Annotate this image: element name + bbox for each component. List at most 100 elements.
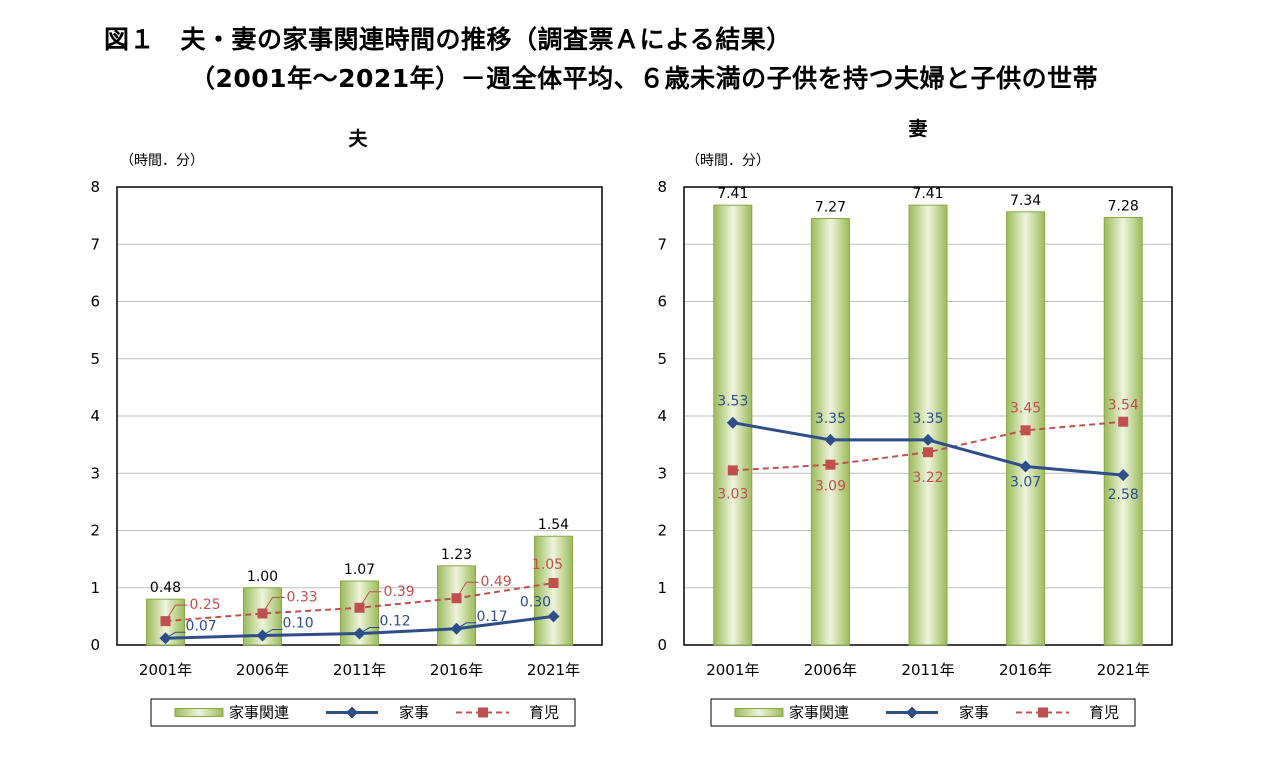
legend-childcare-marker	[1038, 707, 1048, 718]
housework-point	[1117, 469, 1130, 482]
legend-childcare-marker	[478, 707, 488, 718]
childcare-point	[548, 577, 559, 588]
legend: 家事関連 家事 育児	[710, 698, 1136, 727]
childcare-value-label: 0.49	[481, 574, 512, 590]
childcare-point	[923, 447, 933, 458]
legend-label: 家事	[399, 704, 429, 722]
y-tick-label: 4	[90, 407, 100, 425]
x-tick-label: 2006年	[236, 661, 289, 679]
childcare-leader-line	[456, 581, 479, 599]
y-tick-label: 8	[657, 178, 667, 196]
legend-label: 育児	[529, 704, 559, 722]
housework-value-label: 3.53	[717, 394, 748, 410]
bar-value-label: 7.41	[912, 186, 943, 202]
legend-bar-swatch	[174, 708, 224, 717]
y-tick-label: 7	[90, 235, 100, 253]
housework-leader-line	[262, 628, 283, 636]
bar	[1103, 217, 1143, 646]
y-tick-label: 2	[90, 522, 100, 540]
housework-value-label: 2.58	[1108, 487, 1139, 503]
childcare-value-label: 3.03	[717, 486, 748, 502]
housework-point	[824, 433, 837, 446]
bar-value-label: 7.34	[1010, 193, 1041, 209]
legend-bar-swatch	[734, 708, 784, 717]
childcare-value-label: 3.54	[1108, 398, 1139, 414]
x-tick-label: 2001年	[706, 661, 759, 679]
legend-label: 家事関連	[789, 704, 849, 722]
bar	[908, 204, 948, 646]
legend: 家事関連 家事 育児	[150, 698, 576, 727]
x-tick-label: 2016年	[430, 661, 483, 679]
x-tick-label: 2011年	[333, 661, 386, 679]
housework-point	[726, 416, 739, 429]
childcare-value-label: 3.45	[1010, 400, 1041, 416]
y-tick-label: 7	[657, 235, 667, 253]
x-tick-label: 2016年	[999, 661, 1052, 679]
x-tick-label: 2001年	[139, 661, 192, 679]
legend-label: 家事	[959, 704, 989, 722]
housework-value-label: 3.35	[815, 411, 846, 427]
y-tick-label: 5	[90, 350, 100, 368]
housework-leader-line	[359, 627, 380, 634]
husband-chart: 夫 （時間．分） 0 1 2 3 4 5 6 7 8 2001年 2006年 2011年 2016年 2021…	[90, 128, 603, 727]
y-tick-label: 5	[657, 350, 667, 368]
housework-value-label: 0.10	[283, 615, 314, 631]
y-tick-label: 4	[657, 407, 667, 425]
bar-value-label: 7.27	[815, 199, 846, 215]
bar	[534, 535, 573, 646]
housework-value-label: 3.07	[1010, 475, 1041, 491]
childcare-point	[825, 459, 836, 470]
x-tick-label: 2006年	[804, 661, 857, 679]
housework-leader-line	[165, 631, 186, 639]
housework-point	[922, 433, 934, 446]
housework-leader-line	[456, 622, 477, 630]
bar-value-label: 1.54	[538, 517, 569, 533]
legend-label: 家事関連	[229, 704, 289, 722]
y-tick-label: 0	[90, 636, 100, 654]
childcare-value-label: 3.09	[815, 479, 846, 495]
bar-value-label: 1.07	[344, 562, 375, 578]
unit-label: （時間．分）	[120, 153, 204, 169]
bar-value-label: 7.28	[1108, 199, 1139, 215]
childcare-point	[1118, 416, 1129, 427]
y-tick-label: 3	[90, 464, 100, 482]
childcare-leader-line	[359, 591, 382, 609]
y-tick-label: 2	[657, 522, 667, 540]
bar-value-label: 1.23	[441, 547, 472, 563]
childcare-point	[1020, 425, 1031, 436]
childcare-value-label: 0.33	[287, 590, 318, 606]
bar-value-label: 1.00	[247, 569, 278, 585]
childcare-value-label: 3.22	[912, 470, 943, 486]
bar-value-label: 0.48	[150, 580, 181, 596]
childcare-value-label: 1.05	[532, 557, 563, 573]
unit-label: （時間．分）	[686, 153, 770, 169]
housework-value-label: 3.35	[912, 411, 943, 427]
y-tick-label: 1	[90, 579, 100, 597]
y-tick-label: 8	[90, 178, 100, 196]
chart-title: 妻	[908, 117, 927, 140]
childcare-leader-line	[165, 604, 188, 622]
y-tick-label: 0	[657, 636, 667, 654]
x-tick-label: 2011年	[901, 661, 954, 679]
bar	[810, 217, 850, 646]
y-tick-label: 1	[657, 579, 667, 597]
housework-value-label: 0.17	[477, 609, 508, 625]
legend-label: 育児	[1089, 704, 1119, 722]
figure-title: 図１ 夫・妻の家事関連時間の推移（調査票Ａによる結果）	[104, 25, 792, 54]
housework-point	[547, 610, 560, 623]
childcare-value-label: 0.39	[384, 584, 415, 600]
bar-value-label: 7.41	[717, 186, 748, 202]
chart-title: 夫	[348, 128, 368, 150]
housework-value-label: 0.07	[186, 618, 217, 634]
x-tick-label: 2021年	[1097, 661, 1150, 679]
legend-housework-marker	[906, 706, 918, 719]
legend-housework-marker	[346, 706, 358, 719]
wife-chart: 妻 （時間．分） 0 1 2 3 4 5 6 7 8 2001年 2006年 2011年 2016年 2021…	[657, 117, 1173, 727]
childcare-value-label: 0.25	[190, 597, 221, 613]
housework-value-label: 0.30	[520, 594, 551, 610]
housework-point	[1019, 460, 1032, 473]
childcare-point	[727, 465, 738, 476]
childcare-leader-line	[262, 597, 285, 614]
x-tick-label: 2021年	[527, 661, 580, 679]
